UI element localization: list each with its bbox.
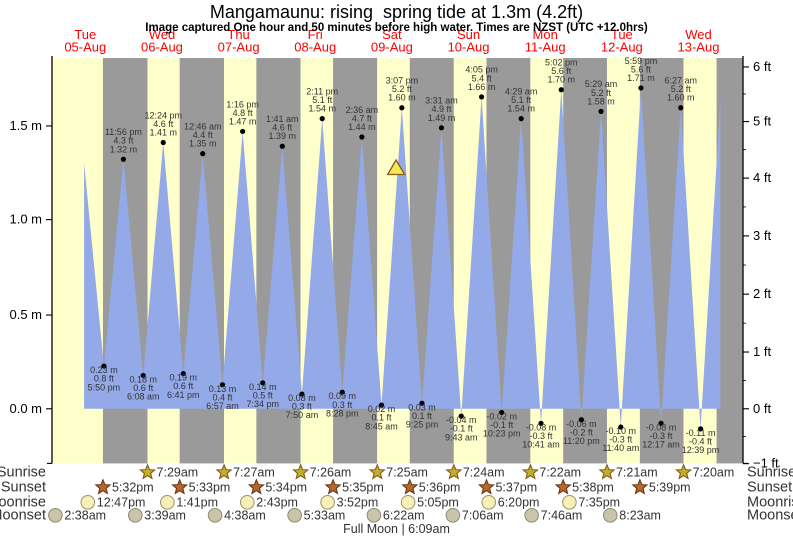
svg-text:Moonset: Moonset (0, 507, 46, 523)
svg-text:05-Aug: 05-Aug (64, 40, 106, 55)
svg-text:10:41 am: 10:41 am (522, 440, 560, 450)
svg-text:5:38pm: 5:38pm (572, 480, 614, 494)
svg-text:1.39 m: 1.39 m (269, 131, 297, 141)
svg-text:8:23am: 8:23am (619, 508, 661, 522)
svg-text:1.66 m: 1.66 m (468, 82, 496, 92)
svg-text:0 ft: 0 ft (753, 401, 771, 416)
svg-text:11-Aug: 11-Aug (525, 40, 566, 55)
svg-text:1.32 m: 1.32 m (110, 144, 138, 154)
svg-text:3:52pm: 3:52pm (337, 495, 379, 509)
svg-text:08-Aug: 08-Aug (294, 40, 336, 55)
svg-text:9:25 pm: 9:25 pm (406, 419, 439, 429)
svg-text:6:41 pm: 6:41 pm (167, 390, 200, 400)
svg-text:1.54 m: 1.54 m (308, 104, 336, 114)
svg-text:4 ft: 4 ft (753, 170, 771, 185)
svg-text:Full Moon | 6:09am: Full Moon | 6:09am (343, 522, 450, 536)
svg-text:7:50 am: 7:50 am (286, 410, 319, 420)
svg-text:4:38am: 4:38am (224, 508, 266, 522)
svg-text:5 ft: 5 ft (753, 114, 771, 129)
svg-text:5:36pm: 5:36pm (419, 480, 461, 494)
svg-text:1 ft: 1 ft (753, 344, 771, 359)
svg-text:5:05pm: 5:05pm (417, 495, 459, 509)
svg-text:5:37pm: 5:37pm (495, 480, 537, 494)
svg-text:6:22am: 6:22am (383, 508, 425, 522)
svg-text:7:34 pm: 7:34 pm (246, 399, 279, 409)
svg-text:2:43pm: 2:43pm (256, 495, 298, 509)
svg-text:1.5 m: 1.5 m (9, 118, 42, 133)
svg-text:1:41pm: 1:41pm (176, 495, 218, 509)
svg-text:10-Aug: 10-Aug (448, 40, 490, 55)
svg-text:Sunrise: Sunrise (0, 464, 46, 480)
svg-text:5:39pm: 5:39pm (649, 480, 691, 494)
svg-text:7:20am: 7:20am (693, 465, 735, 479)
svg-text:12:17 am: 12:17 am (642, 440, 680, 450)
svg-text:7:22am: 7:22am (539, 465, 581, 479)
svg-text:6:08 am: 6:08 am (127, 392, 160, 402)
svg-text:Sunrise: Sunrise (747, 464, 793, 480)
svg-text:7:35pm: 7:35pm (578, 495, 620, 509)
svg-text:0.0 m: 0.0 m (9, 401, 42, 416)
svg-text:1.44 m: 1.44 m (348, 122, 376, 132)
svg-text:7:27am: 7:27am (233, 465, 275, 479)
svg-text:7:21am: 7:21am (616, 465, 658, 479)
svg-text:12:47pm: 12:47pm (97, 495, 146, 509)
svg-text:1.58 m: 1.58 m (587, 96, 615, 106)
svg-text:5:32pm: 5:32pm (112, 480, 154, 494)
svg-text:09-Aug: 09-Aug (371, 40, 413, 55)
svg-text:7:06am: 7:06am (462, 508, 504, 522)
svg-text:5:33am: 5:33am (304, 508, 346, 522)
svg-text:1.47 m: 1.47 m (229, 116, 257, 126)
svg-text:12-Aug: 12-Aug (601, 40, 643, 55)
svg-text:Moonset: Moonset (747, 507, 793, 523)
svg-text:1.60 m: 1.60 m (667, 93, 695, 103)
svg-text:9:43 am: 9:43 am (445, 432, 478, 442)
svg-text:1.35 m: 1.35 m (189, 139, 217, 149)
svg-text:1.54 m: 1.54 m (507, 104, 535, 114)
svg-text:8:45 am: 8:45 am (365, 421, 398, 431)
svg-text:7:26am: 7:26am (310, 465, 352, 479)
svg-text:07-Aug: 07-Aug (218, 40, 260, 55)
svg-text:6:20pm: 6:20pm (498, 495, 540, 509)
svg-text:1.0 m: 1.0 m (9, 212, 42, 227)
svg-text:10:23 pm: 10:23 pm (483, 429, 521, 439)
svg-text:7:46am: 7:46am (541, 508, 583, 522)
svg-text:11:40 am: 11:40 am (602, 443, 639, 453)
svg-text:Sunset: Sunset (747, 479, 792, 495)
svg-text:7:25am: 7:25am (386, 465, 428, 479)
svg-text:7:29am: 7:29am (157, 465, 199, 479)
svg-text:1.41 m: 1.41 m (149, 128, 177, 138)
svg-text:2:38am: 2:38am (64, 508, 106, 522)
svg-text:11:20 pm: 11:20 pm (563, 436, 600, 446)
svg-text:12:39 pm: 12:39 pm (682, 445, 720, 455)
svg-text:1.71 m: 1.71 m (627, 73, 655, 83)
svg-text:6:57 am: 6:57 am (206, 401, 239, 411)
svg-text:5:35pm: 5:35pm (342, 480, 384, 494)
svg-text:2 ft: 2 ft (753, 286, 771, 301)
svg-text:1.60 m: 1.60 m (388, 93, 416, 103)
svg-text:13-Aug: 13-Aug (678, 40, 720, 55)
svg-text:1.49 m: 1.49 m (428, 113, 456, 123)
svg-text:5:34pm: 5:34pm (265, 480, 307, 494)
svg-text:7:24am: 7:24am (463, 465, 505, 479)
svg-text:8:28 pm: 8:28 pm (326, 408, 359, 418)
svg-text:Sunset: Sunset (1, 479, 46, 495)
svg-text:5:50 pm: 5:50 pm (88, 382, 121, 392)
svg-text:1.70 m: 1.70 m (548, 75, 576, 85)
svg-text:5:33pm: 5:33pm (189, 480, 231, 494)
svg-text:0.5 m: 0.5 m (9, 307, 42, 322)
svg-text:3 ft: 3 ft (753, 228, 771, 243)
svg-text:3:39am: 3:39am (144, 508, 186, 522)
svg-text:06-Aug: 06-Aug (141, 40, 183, 55)
svg-text:6 ft: 6 ft (753, 59, 771, 74)
